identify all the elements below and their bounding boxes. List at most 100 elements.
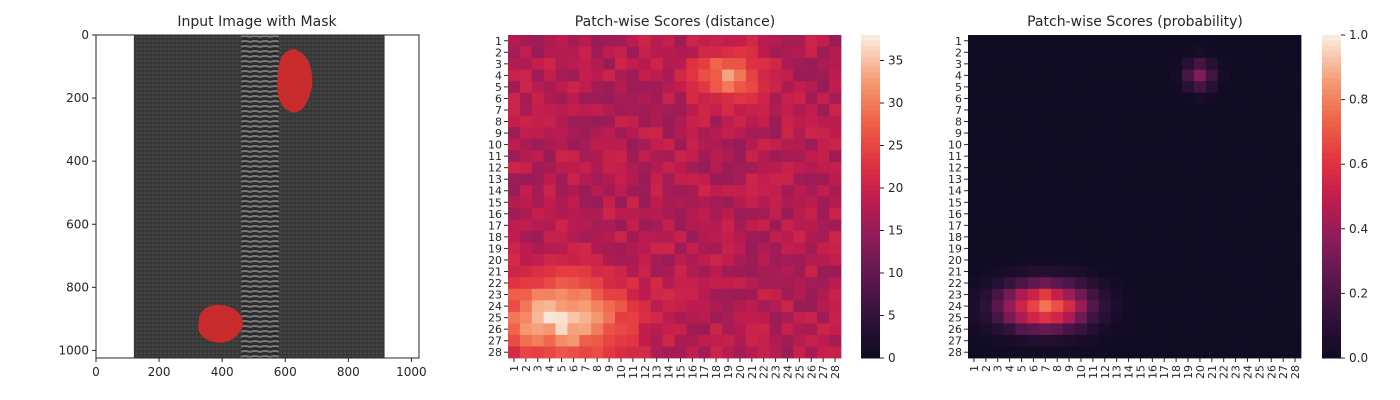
heatmap-cell (686, 69, 699, 82)
heatmap-cell (1205, 242, 1219, 255)
heatmap-cell (567, 346, 580, 359)
heatmap-cell (1241, 231, 1254, 244)
heatmap-cell (1051, 69, 1064, 82)
colorbar-segment (861, 78, 880, 84)
colorbar-segment (861, 277, 880, 284)
colorbar-segment (861, 314, 880, 321)
heatmap-cell (1193, 323, 1207, 336)
heatmap-cell (662, 81, 675, 94)
x-tick-label: 10 (1075, 365, 1088, 379)
heatmap-cell (508, 231, 521, 244)
heatmap-cell (1241, 277, 1254, 290)
heatmap-cell (1134, 173, 1147, 186)
y-tick-label: 4 (495, 69, 502, 82)
heatmap-cell (757, 288, 771, 301)
heatmap-cell (1110, 265, 1124, 278)
heatmap-cell (1193, 208, 1207, 220)
heatmap-cell (1027, 81, 1040, 94)
heatmap-cell (1146, 334, 1159, 347)
heatmap-cell (686, 323, 699, 336)
x-tick-label: 6 (567, 365, 580, 372)
heatmap-cell (1075, 311, 1088, 324)
heatmap-cell (817, 311, 830, 324)
x-tick-label: 19 (722, 365, 735, 379)
heatmap-cell (1253, 35, 1266, 47)
heatmap-cell (615, 288, 628, 301)
heatmap-cell (603, 69, 616, 82)
heatmap-cell (508, 311, 521, 324)
heatmap-cell (805, 173, 818, 186)
heatmap-cell (781, 300, 794, 313)
colorbar-segment (1322, 164, 1341, 171)
heatmap-cell (591, 138, 604, 151)
heatmap-cell (555, 104, 568, 117)
heatmap-cell (567, 265, 580, 278)
heatmap-cell (1015, 173, 1028, 186)
heatmap-cell (1170, 92, 1183, 105)
heatmap-cell (674, 184, 687, 197)
heatmap-cell (1182, 323, 1195, 336)
heatmap-cell (579, 208, 592, 220)
heatmap-cell (1289, 92, 1302, 105)
heatmap-cell (543, 150, 556, 163)
heatmap-cell (793, 208, 806, 220)
colorbar-segment (1322, 218, 1341, 224)
y-tick-label: 17 (948, 219, 962, 232)
colorbar-tick-label: 0.6 (1349, 157, 1368, 171)
heatmap-cell (757, 92, 771, 105)
heatmap-cell (781, 254, 794, 267)
heatmap-cell (531, 92, 545, 105)
heatmap-cell (531, 311, 545, 324)
heatmap-cell (674, 35, 687, 47)
heatmap-cell (968, 323, 981, 336)
heatmap-cell (531, 300, 545, 313)
heatmap-cell (1039, 173, 1052, 186)
heatmap-cell (1122, 138, 1135, 151)
heatmap-cell (1253, 46, 1266, 59)
heatmap-cell (1193, 81, 1207, 94)
colorbar-segment (1322, 131, 1341, 138)
heatmap-cell (745, 58, 759, 71)
heatmap-cell (519, 104, 533, 117)
heatmap-cell (722, 311, 735, 324)
heatmap-cell (1110, 254, 1124, 267)
heatmap-cell (603, 81, 616, 94)
heatmap-cell (638, 242, 652, 255)
heatmap-cell (722, 323, 735, 336)
heatmap-cell (1170, 184, 1183, 197)
heatmap-cell (579, 277, 592, 290)
heatmap-cell (638, 196, 652, 209)
heatmap-cell (757, 184, 771, 197)
colorbar-segment (861, 72, 880, 79)
heatmap-cell (555, 138, 568, 151)
heatmap-cell (1289, 104, 1302, 117)
heatmap-cell (674, 127, 687, 140)
y-tick-label: 6 (955, 92, 962, 105)
heatmap-cell (1110, 288, 1124, 301)
heatmap-cell (591, 265, 604, 278)
heatmap-cell (1205, 219, 1219, 232)
heatmap-cell (567, 219, 580, 232)
heatmap-cell (626, 138, 640, 151)
heatmap-cell (733, 161, 747, 174)
heatmap-cell (793, 173, 806, 186)
heatmap-cell (650, 35, 664, 47)
heatmap-cell (543, 58, 556, 71)
heatmap-cell (1039, 58, 1052, 71)
heatmap-cell (1289, 46, 1302, 59)
heatmap-cell (626, 288, 640, 301)
heatmap-cell (662, 300, 675, 313)
heatmap-cell (1086, 288, 1100, 301)
heatmap-cell (1086, 277, 1100, 290)
heatmap-cell (1193, 300, 1207, 313)
heatmap-cell (968, 265, 981, 278)
heatmap-cell (769, 277, 782, 290)
heatmap-cell (1098, 69, 1112, 82)
heatmap-cell (1265, 161, 1278, 174)
heatmap-cell (531, 46, 545, 59)
y-tick-label: 21 (488, 265, 502, 278)
heatmap-cell (968, 254, 981, 267)
heatmap-cell (1146, 265, 1159, 278)
heatmap-cell (710, 150, 723, 163)
heatmap-cell (781, 173, 794, 186)
